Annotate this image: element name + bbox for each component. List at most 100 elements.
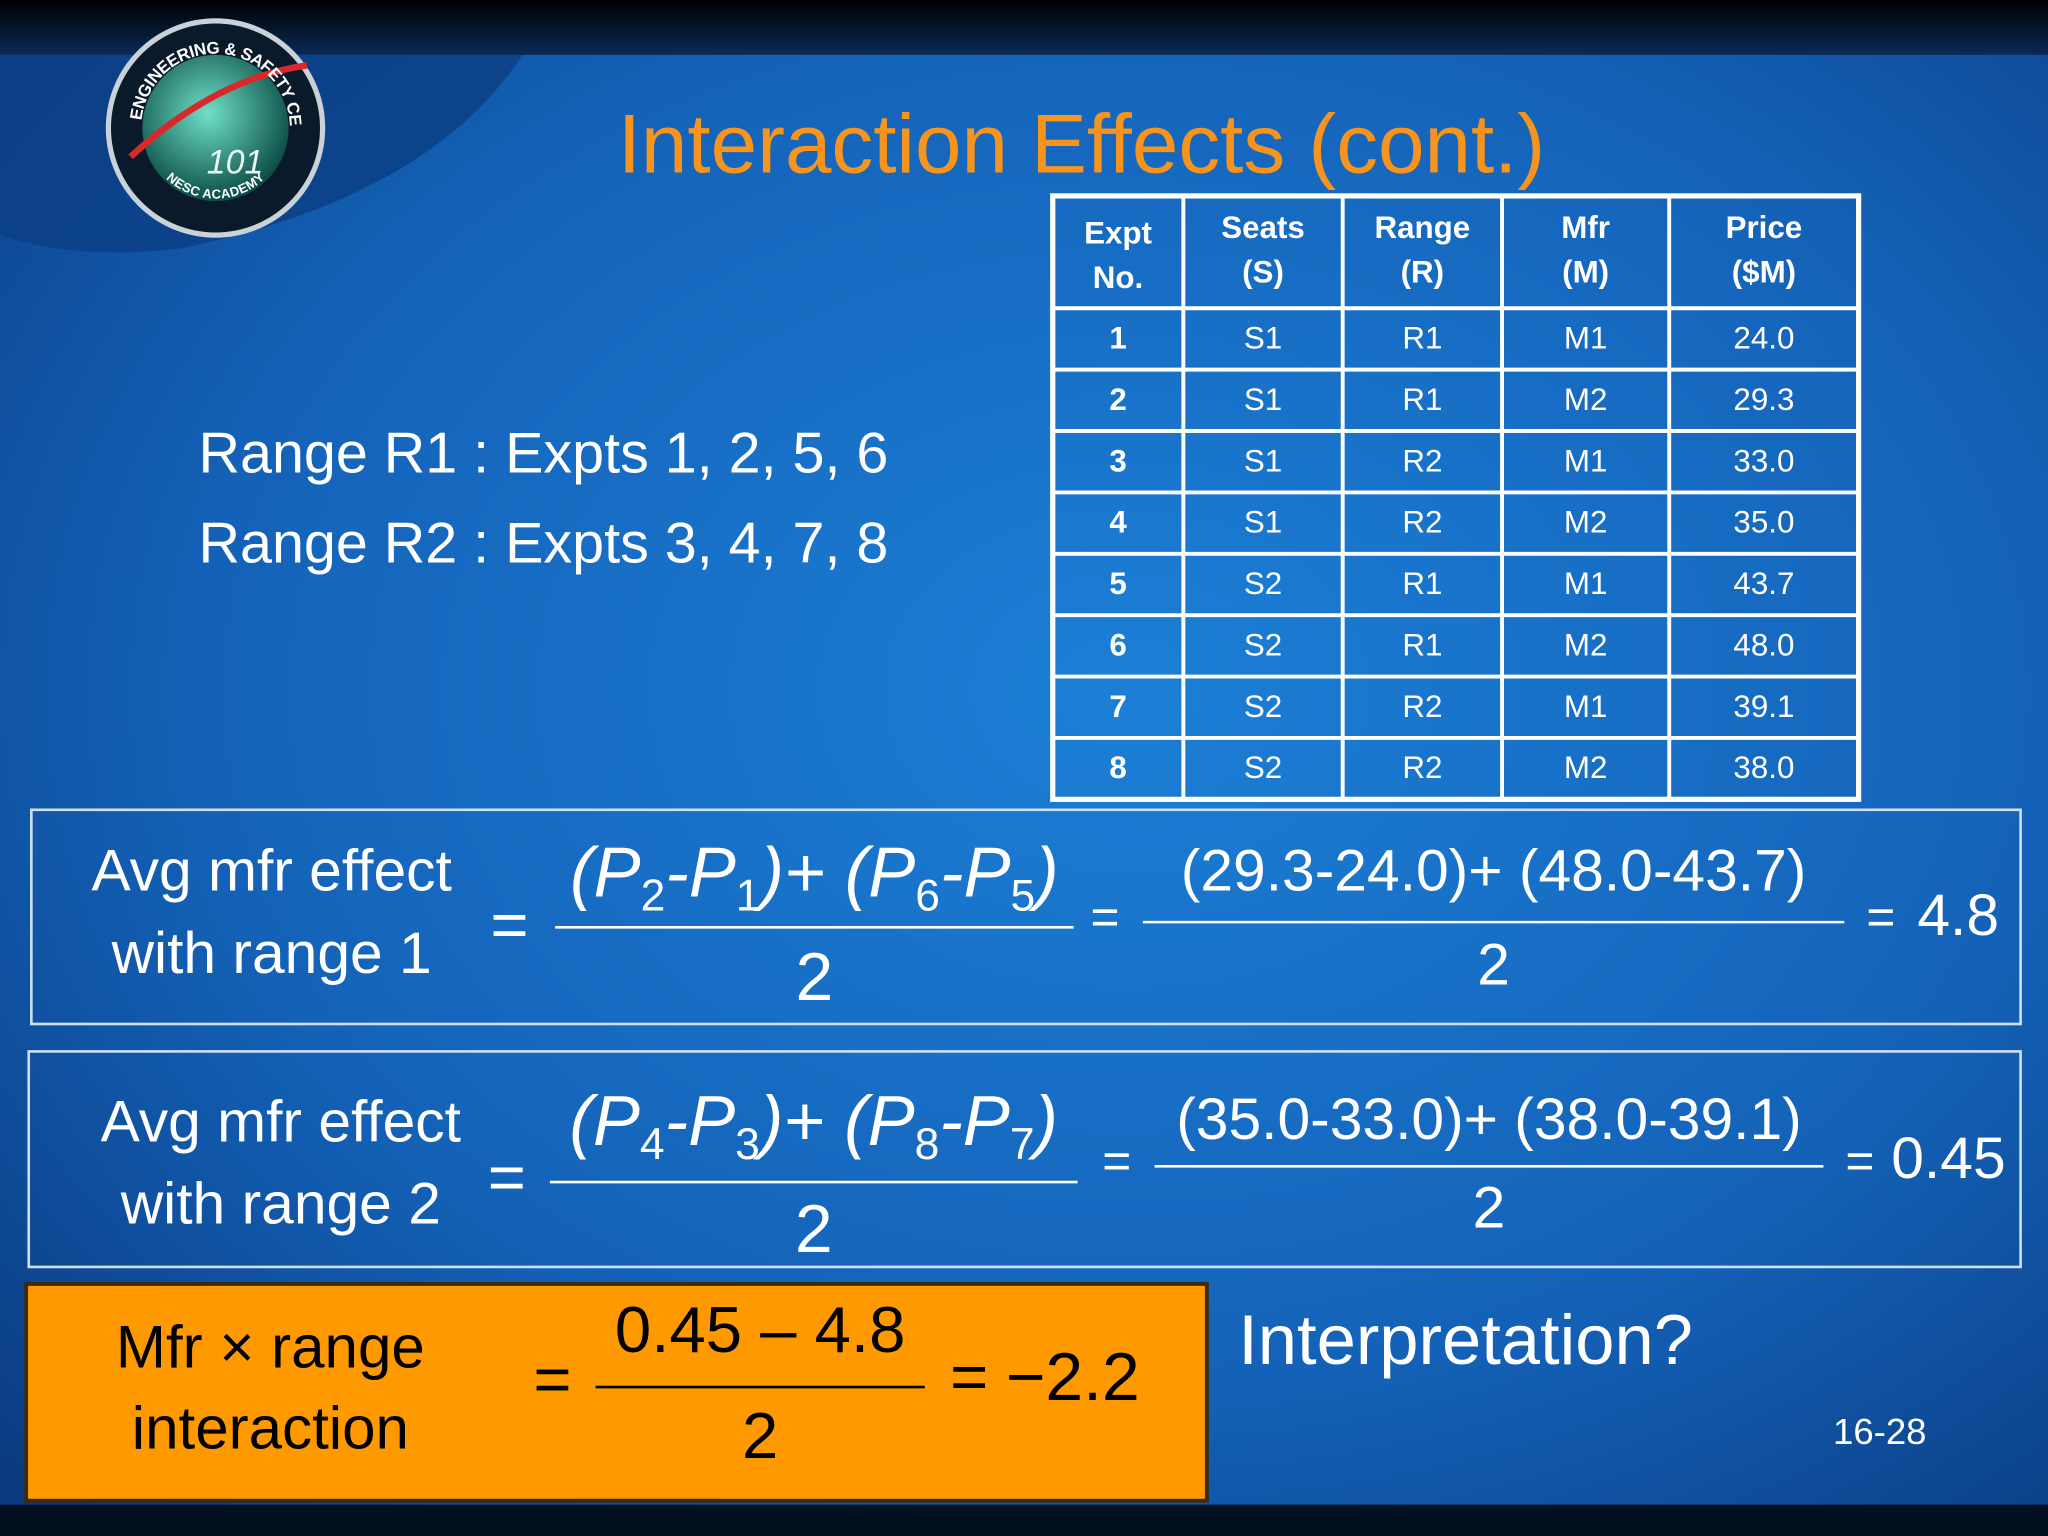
table-cell: 38.0 [1733, 750, 1794, 785]
table-cell: 6 [1109, 627, 1126, 662]
table-header: Range [1374, 210, 1470, 245]
interaction-numerator: 0.45 – 4.8 [615, 1293, 905, 1366]
range-note: Range R1 : Expts 1, 2, 5, 6 [199, 421, 889, 485]
subscript: 3 [735, 1120, 760, 1169]
table-cell: S2 [1244, 566, 1282, 601]
numeric-denominator: 2 [1473, 1176, 1506, 1241]
page-number: 16-28 [1833, 1411, 1927, 1452]
data-table: Expt No. Seats (S) Range (R) Mfr (M) Price ($M) 1 S… [1050, 193, 1862, 802]
question: Interpretation? [1238, 1300, 1693, 1379]
table-cell: S1 [1244, 443, 1282, 478]
table-cell: S2 [1244, 689, 1282, 724]
table-border [1050, 193, 1862, 802]
table-cell: S1 [1244, 382, 1282, 417]
equals-sign: = [488, 1140, 526, 1213]
equals-sign: = [1845, 1133, 1874, 1189]
table-cell: M1 [1564, 443, 1608, 478]
equals-sign: = [1090, 889, 1119, 945]
equals-sign: = [1102, 1133, 1131, 1189]
equation-label: Avg mfr effect [91, 839, 451, 904]
table-cell: R2 [1402, 689, 1442, 724]
logo-disc [142, 54, 289, 202]
table-header: Seats [1221, 210, 1305, 245]
numerator-part: -P [665, 832, 736, 911]
symbolic-denominator: 2 [795, 940, 833, 1015]
subscript: 2 [641, 871, 666, 920]
table-cell: 43.7 [1733, 566, 1794, 601]
interaction-result: −2.2 [1006, 1340, 1140, 1415]
range-note: Range R2 : Expts 3, 4, 7, 8 [199, 511, 889, 575]
numeric-numerator: (29.3-24.0)+ (48.0-43.7) [1181, 839, 1807, 904]
equals-sign: = [1866, 889, 1895, 945]
table-cell: 24.0 [1733, 321, 1794, 356]
table-cell: 4 [1109, 505, 1127, 540]
symbolic-numerator: (P2-P1)+ (P6-P5) [570, 832, 1059, 920]
symbolic-numerator: (P4-P3)+ (P8-P7) [569, 1081, 1058, 1169]
numeric-numerator: (35.0-33.0)+ (38.0-39.1) [1176, 1087, 1802, 1152]
table-cell: M2 [1564, 382, 1608, 417]
equation-box [27, 1050, 2022, 1269]
table-cell: 35.0 [1733, 505, 1794, 540]
numerator-part: -P [940, 832, 1011, 911]
equation-label: with range 1 [111, 921, 432, 986]
table-cell: 48.0 [1733, 627, 1794, 662]
equals-sign: = [490, 888, 528, 961]
numerator-part: )+ (P [753, 832, 915, 911]
table-header: ($M) [1732, 255, 1796, 290]
table-cell: R1 [1402, 382, 1442, 417]
equals-sign: = [533, 1343, 571, 1416]
title: Interaction Effects (cont.) [618, 96, 1546, 190]
table-cell: M1 [1564, 566, 1608, 601]
equation-result: 4.8 [1917, 883, 1999, 948]
top-band [0, 0, 2048, 55]
subscript: 1 [736, 871, 761, 920]
table-cell: 7 [1109, 689, 1126, 724]
table-cell: S2 [1244, 627, 1282, 662]
numerator-part: (P [570, 832, 641, 911]
table-header: No. [1093, 260, 1143, 295]
table-cell: S2 [1244, 750, 1282, 785]
table-cell: 5 [1109, 566, 1126, 601]
table-cell: R1 [1402, 627, 1442, 662]
interaction-label: interaction [132, 1395, 409, 1462]
table-cell: 8 [1109, 750, 1126, 785]
equation-box [30, 808, 2022, 1026]
table-cell: M1 [1564, 321, 1608, 356]
subscript: 6 [915, 871, 940, 920]
equation-label: with range 2 [120, 1172, 441, 1237]
table-header: (S) [1242, 255, 1284, 290]
table-cell: M2 [1564, 505, 1608, 540]
interaction-denominator: 2 [742, 1399, 778, 1472]
subscript: 4 [640, 1120, 665, 1169]
table-cell: M2 [1564, 627, 1608, 662]
subscript: 5 [1010, 871, 1035, 920]
table-cell: R2 [1402, 443, 1442, 478]
bottom-band [0, 1504, 2048, 1536]
table-cell: 2 [1109, 382, 1126, 417]
symbolic-denominator: 2 [795, 1192, 833, 1267]
table-cell: 1 [1109, 321, 1126, 356]
numerator-part: )+ (P [753, 1081, 915, 1160]
table-cell: 3 [1109, 443, 1126, 478]
table-cell: M2 [1564, 750, 1608, 785]
subscript: 7 [1010, 1120, 1035, 1169]
numerator-part: (P [569, 1081, 640, 1160]
table-header: (R) [1401, 255, 1445, 290]
table-cell: 33.0 [1733, 443, 1794, 478]
table-cell: S1 [1244, 505, 1282, 540]
table-cell: R1 [1402, 566, 1442, 601]
table-cell: 39.1 [1733, 689, 1794, 724]
interaction-box [24, 1281, 1209, 1503]
subscript: 8 [915, 1120, 940, 1169]
numerator-part: -P [665, 1081, 736, 1160]
table-cell: R2 [1402, 750, 1442, 785]
table-cell: S1 [1244, 321, 1282, 356]
logo-number: 101 [207, 144, 264, 182]
table-cell: 29.3 [1733, 382, 1794, 417]
equals-sign: = [950, 1340, 988, 1413]
